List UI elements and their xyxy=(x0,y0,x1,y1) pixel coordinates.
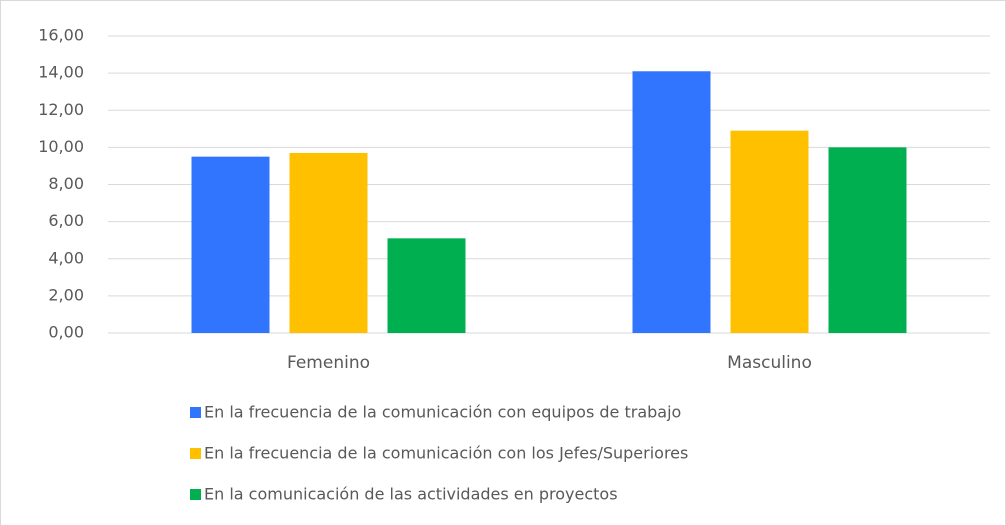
bar xyxy=(632,71,711,334)
y-tick-label: 2,00 xyxy=(48,285,84,304)
legend-swatch xyxy=(190,407,201,418)
bar xyxy=(289,152,368,333)
legend-swatch xyxy=(190,489,201,500)
y-tick-label: 10,00 xyxy=(38,137,84,156)
y-tick-label: 16,00 xyxy=(38,26,84,45)
legend-label: En la frecuencia de la comunicación con … xyxy=(204,444,688,463)
y-tick-label: 4,00 xyxy=(48,248,84,267)
y-tick-label: 0,00 xyxy=(48,323,84,342)
legend-label: En la frecuencia de la comunicación con … xyxy=(204,403,681,422)
y-tick-label: 8,00 xyxy=(48,174,84,193)
bar xyxy=(730,130,809,333)
x-tick-label: Femenino xyxy=(287,353,370,373)
y-tick-label: 12,00 xyxy=(38,100,84,119)
bar xyxy=(828,147,907,333)
y-tick-label: 14,00 xyxy=(38,63,84,82)
legend-swatch xyxy=(190,448,201,459)
legend-label: En la comunicación de las actividades en… xyxy=(204,485,618,504)
y-tick-label: 6,00 xyxy=(48,211,84,230)
bar xyxy=(191,156,270,333)
bar xyxy=(387,238,466,333)
x-tick-label: Masculino xyxy=(727,353,812,373)
